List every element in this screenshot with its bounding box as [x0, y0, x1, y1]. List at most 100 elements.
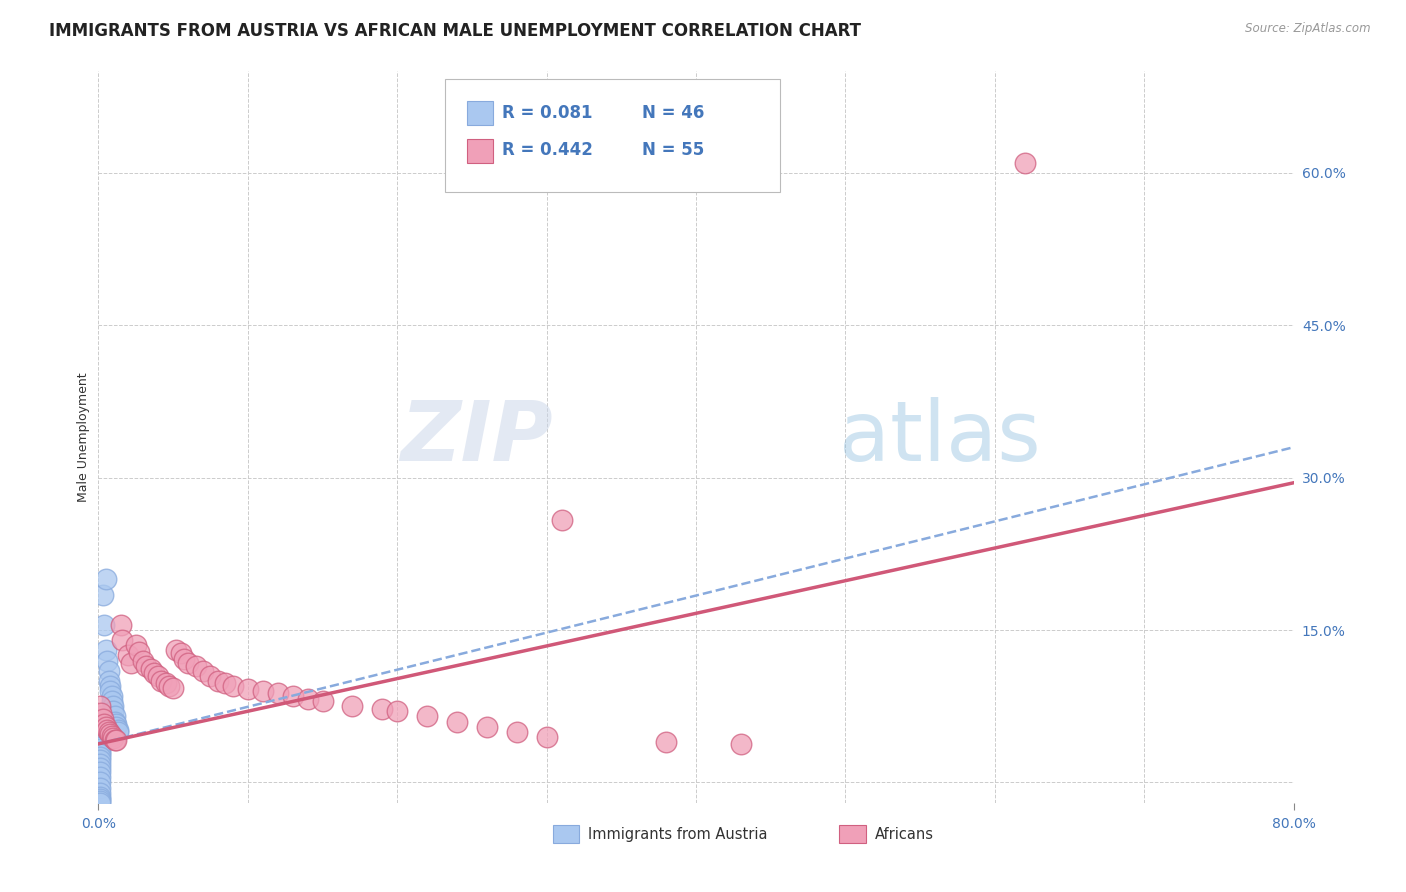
- Point: [89, 757, 111, 772]
- Point: [89, 709, 111, 723]
- Point: [267, 686, 290, 700]
- Point: [94, 720, 117, 734]
- Point: [89, 786, 111, 800]
- Point: [89, 796, 111, 810]
- Point: [97, 673, 120, 688]
- Point: [416, 709, 439, 723]
- Point: [252, 684, 274, 698]
- FancyBboxPatch shape: [446, 78, 780, 192]
- Point: [104, 709, 127, 723]
- Point: [89, 714, 111, 729]
- Point: [311, 694, 333, 708]
- Point: [207, 673, 229, 688]
- Point: [184, 658, 207, 673]
- Text: N = 46: N = 46: [643, 104, 704, 122]
- Point: [90, 724, 112, 739]
- Bar: [553, 825, 579, 843]
- Point: [89, 794, 111, 808]
- Point: [107, 724, 129, 739]
- Point: [103, 699, 125, 714]
- Text: R = 0.081: R = 0.081: [502, 104, 593, 122]
- Point: [371, 702, 394, 716]
- Bar: [467, 139, 494, 163]
- Point: [385, 705, 409, 719]
- Point: [89, 775, 111, 789]
- Point: [98, 727, 122, 741]
- Point: [89, 747, 111, 761]
- Text: ZIP: ZIP: [399, 397, 553, 477]
- Point: [191, 664, 214, 678]
- Point: [101, 694, 124, 708]
- Text: Immigrants from Austria: Immigrants from Austria: [589, 827, 768, 842]
- Point: [177, 656, 200, 670]
- Point: [90, 720, 112, 734]
- Point: [150, 673, 173, 688]
- Point: [281, 689, 304, 703]
- Point: [89, 765, 111, 780]
- Point: [222, 679, 245, 693]
- Point: [135, 658, 157, 673]
- Point: [90, 735, 112, 749]
- Point: [103, 705, 125, 719]
- Point: [105, 732, 128, 747]
- Point: [96, 723, 118, 737]
- Point: [342, 699, 364, 714]
- Point: [128, 645, 150, 659]
- Point: [90, 730, 112, 744]
- Point: [110, 618, 132, 632]
- Point: [550, 513, 572, 527]
- Point: [101, 689, 124, 703]
- Point: [169, 647, 191, 661]
- Point: [475, 720, 498, 734]
- Point: [89, 750, 111, 764]
- Point: [105, 716, 128, 731]
- Point: [103, 731, 125, 745]
- Point: [93, 618, 115, 632]
- Point: [89, 780, 111, 795]
- Point: [107, 723, 129, 737]
- Point: [104, 714, 127, 729]
- Point: [446, 714, 468, 729]
- Point: [506, 724, 529, 739]
- Point: [125, 638, 148, 652]
- Point: [91, 588, 114, 602]
- Point: [162, 681, 184, 695]
- Point: [142, 665, 165, 680]
- Point: [89, 771, 111, 785]
- Text: atlas: atlas: [839, 397, 1040, 477]
- Point: [297, 692, 319, 706]
- Point: [97, 664, 120, 678]
- Point: [173, 651, 195, 665]
- Point: [101, 729, 124, 743]
- Point: [200, 669, 222, 683]
- Point: [89, 699, 111, 714]
- Point: [89, 753, 111, 767]
- Y-axis label: Male Unemployment: Male Unemployment: [77, 372, 90, 502]
- Point: [98, 679, 122, 693]
- Bar: [839, 825, 866, 843]
- Point: [111, 633, 134, 648]
- Point: [98, 684, 122, 698]
- Point: [132, 654, 155, 668]
- Point: [120, 656, 142, 670]
- Text: R = 0.442: R = 0.442: [502, 141, 593, 160]
- Point: [96, 654, 118, 668]
- Point: [89, 739, 111, 754]
- Point: [117, 648, 139, 663]
- Point: [536, 730, 558, 744]
- Point: [89, 789, 111, 804]
- Point: [157, 679, 180, 693]
- Point: [90, 737, 112, 751]
- Point: [730, 737, 752, 751]
- Point: [105, 720, 128, 734]
- Point: [89, 761, 111, 775]
- Point: [90, 731, 112, 746]
- Point: [139, 662, 162, 676]
- Point: [94, 643, 117, 657]
- Point: [155, 676, 177, 690]
- Point: [91, 713, 114, 727]
- Text: IMMIGRANTS FROM AUSTRIA VS AFRICAN MALE UNEMPLOYMENT CORRELATION CHART: IMMIGRANTS FROM AUSTRIA VS AFRICAN MALE …: [49, 22, 862, 40]
- Point: [236, 681, 259, 696]
- Point: [148, 669, 170, 683]
- Point: [655, 735, 678, 749]
